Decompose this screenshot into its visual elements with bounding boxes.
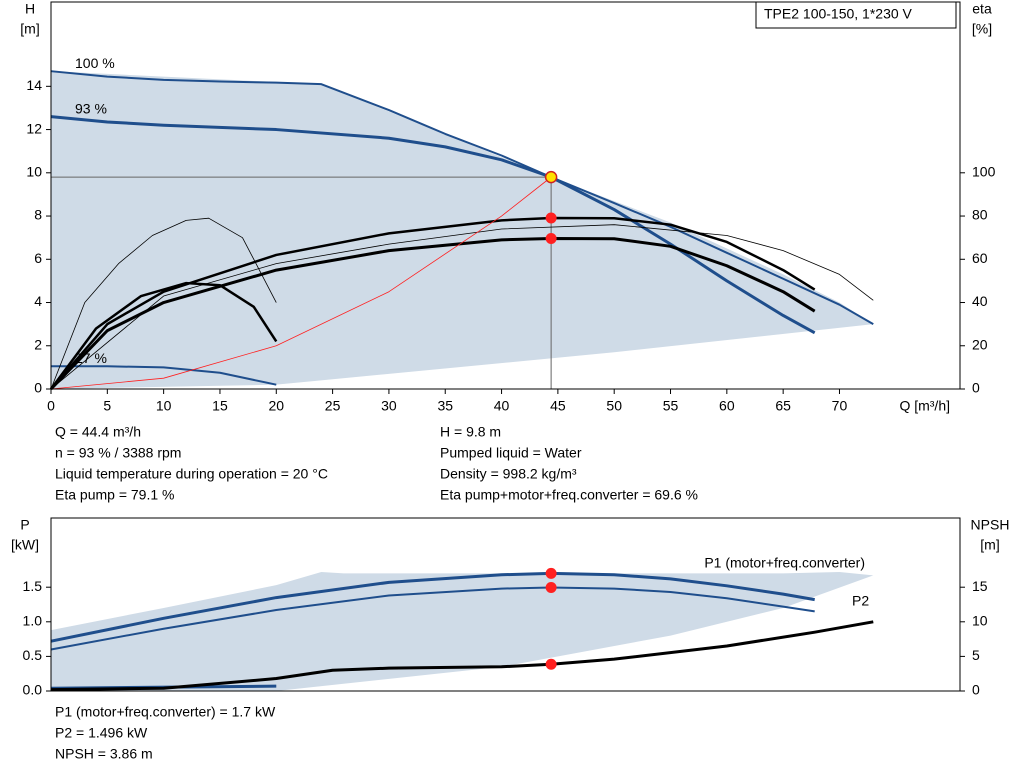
curve: [50, 115, 816, 335]
y2-tick-label: 5: [972, 647, 980, 663]
info-text: Eta pump = 79.1 %: [55, 487, 174, 503]
x-tick-label: 10: [156, 398, 172, 414]
info-text: P1 (motor+freq.converter) = 1.7 kW: [55, 704, 276, 720]
info-text: P2 = 1.496 kW: [55, 725, 148, 741]
duty-point: [545, 567, 557, 579]
info-text: n = 93 % / 3388 rpm: [55, 445, 181, 461]
plot-frame: [50, 517, 961, 692]
x-tick-label: 70: [832, 398, 848, 414]
info-text: Liquid temperature during operation = 20…: [55, 466, 328, 482]
duty-point: [544, 170, 558, 184]
curve: [51, 365, 277, 386]
y2-tick-label: 100: [972, 164, 996, 180]
duty-point: [545, 658, 557, 670]
curve: [50, 216, 816, 390]
y-tick-label: 0.0: [23, 682, 43, 698]
x-tick-label: 40: [494, 398, 510, 414]
x-tick-label: 45: [550, 398, 566, 414]
x-tick-label: 30: [381, 398, 397, 414]
x-tick-label: 50: [606, 398, 622, 414]
y2-tick-label: 0: [972, 380, 980, 396]
y-tick-label: 6: [34, 250, 42, 266]
y2-tick-label: 10: [972, 613, 988, 629]
curve: [50, 620, 874, 692]
info-text: H = 9.8 m: [440, 424, 501, 440]
y2-axis-unit: [m]: [980, 537, 999, 553]
info-text: Q = 44.4 m³/h: [55, 424, 141, 440]
y-tick-label: 0: [34, 380, 42, 396]
x-axis-label: Q [m³/h]: [899, 398, 950, 414]
y2-axis-label: NPSH: [971, 517, 1010, 533]
curve: [50, 176, 552, 390]
info-text: Pumped liquid = Water: [440, 445, 582, 461]
x-tick-label: 65: [775, 398, 791, 414]
y-tick-label: 1.5: [23, 578, 43, 594]
y-axis-unit: [kW]: [11, 537, 39, 553]
y-tick-label: 10: [26, 164, 42, 180]
y2-axis-unit: [%]: [972, 21, 992, 37]
curve: [50, 217, 277, 390]
y-tick-label: 2: [34, 336, 42, 352]
y2-tick-label: 80: [972, 207, 988, 223]
y-axis-label: P: [20, 517, 29, 533]
x-tick-label: 0: [47, 398, 55, 414]
x-tick-label: 35: [437, 398, 453, 414]
curve: [49, 281, 278, 390]
y2-tick-label: 40: [972, 293, 988, 309]
y2-axis-label: eta: [972, 1, 992, 17]
y2-tick-label: 0: [972, 682, 980, 698]
curve: [50, 70, 874, 326]
chart-title: TPE2 100-150, 1*230 V: [764, 6, 913, 22]
info-text: Eta pump+motor+freq.converter = 69.6 %: [440, 487, 698, 503]
y-axis-label: H: [25, 1, 35, 17]
curve-label: P2: [852, 593, 869, 609]
y-axis-unit: [m]: [20, 21, 39, 37]
y2-tick-label: 20: [972, 336, 988, 352]
y-tick-label: 12: [26, 120, 42, 136]
operating-envelope: [51, 71, 874, 389]
x-tick-label: 60: [719, 398, 735, 414]
y2-tick-label: 15: [972, 578, 988, 594]
x-tick-label: 15: [212, 398, 228, 414]
y-tick-label: 1.0: [23, 613, 43, 629]
y-tick-label: 8: [34, 207, 42, 223]
duty-point: [545, 581, 557, 593]
curve: [49, 237, 816, 391]
x-tick-label: 55: [663, 398, 679, 414]
info-text: Density = 998.2 kg/m³: [440, 466, 577, 482]
duty-point: [545, 212, 557, 224]
y2-tick-label: 60: [972, 250, 988, 266]
curve-label: 100 %: [75, 55, 115, 71]
curve-label: 93 %: [75, 100, 107, 116]
title-box: [755, 1, 957, 29]
y-tick-label: 4: [34, 293, 42, 309]
info-text: NPSH = 3.86 m: [55, 746, 153, 762]
plot-frame: [50, 1, 961, 390]
duty-point: [545, 233, 557, 245]
x-tick-label: 25: [325, 398, 341, 414]
y-tick-label: 0.5: [23, 647, 43, 663]
curve: [50, 224, 874, 390]
x-tick-label: 20: [268, 398, 284, 414]
y-tick-label: 14: [26, 77, 42, 93]
curve-label: P1 (motor+freq.converter): [704, 555, 865, 571]
x-tick-label: 5: [103, 398, 111, 414]
